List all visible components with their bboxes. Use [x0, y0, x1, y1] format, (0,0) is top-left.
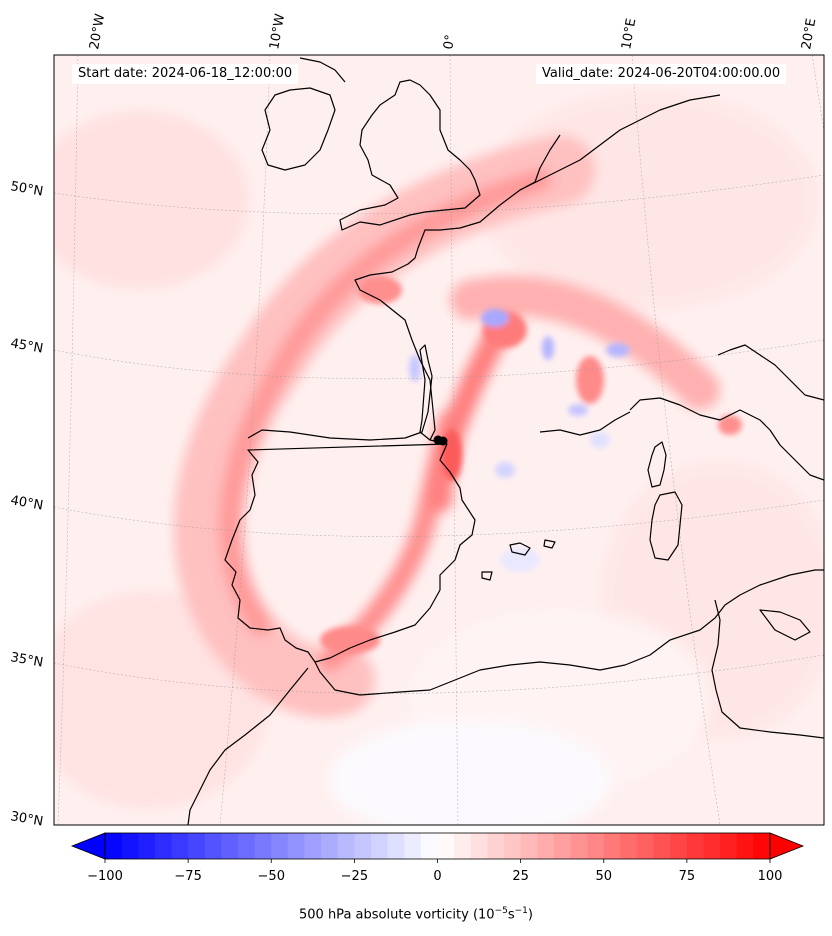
colorbar-segment — [171, 833, 189, 859]
colorbar-segment — [637, 833, 655, 859]
colorbar-segment — [238, 833, 256, 859]
lon-label-10e: 10°E — [619, 17, 639, 50]
colorbar-segment — [620, 833, 638, 859]
colorbar-segment — [404, 833, 422, 859]
colorbar-segment — [188, 833, 206, 859]
colorbar — [70, 832, 805, 863]
colorbar-segment — [603, 833, 621, 859]
colorbar-label-mid: s — [507, 907, 515, 923]
colorbar-segment — [271, 833, 289, 859]
colorbar-segment — [304, 833, 322, 859]
colorbar-segment — [653, 833, 671, 859]
colorbar-label-suffix: ) — [527, 907, 533, 923]
colorbar-segment — [337, 833, 355, 859]
colorbar-segment — [154, 833, 172, 859]
colorbar-segment — [520, 833, 538, 859]
lon-label-10w: 10°W — [267, 13, 288, 51]
colorbar-tick-label: 50 — [595, 869, 613, 884]
lat-label-40n: 40°N — [9, 493, 44, 513]
colorbar-segment — [387, 833, 405, 859]
start-date-label: Start date: 2024-06-18_12:00:00 — [72, 64, 299, 84]
map-frame — [53, 54, 825, 826]
colorbar-tick-label: 75 — [678, 869, 696, 884]
latitude-labels: 50°N 45°N 40°N 35°N 30°N — [9, 179, 44, 829]
colorbar-label-prefix: 500 hPa absolute vorticity (10 — [299, 907, 495, 923]
colorbar-tick-label: 100 — [757, 869, 783, 884]
colorbar-segment — [221, 833, 239, 859]
colorbar-tick-label: −25 — [340, 869, 369, 884]
colorbar-segment — [670, 833, 688, 859]
colorbar-segment — [420, 833, 438, 859]
colorbar-segment — [454, 833, 472, 859]
colorbar-segment — [138, 833, 156, 859]
colorbar-extend-min — [70, 832, 106, 860]
colorbar-segment — [487, 833, 505, 859]
lat-label-45n: 45°N — [9, 336, 44, 356]
lat-label-50n: 50°N — [9, 179, 44, 199]
lon-label-20w: 20°W — [87, 13, 108, 51]
colorbar-segment — [371, 833, 389, 859]
colorbar-segment — [553, 833, 571, 859]
colorbar-segment — [470, 833, 488, 859]
colorbar-segment — [204, 833, 222, 859]
colorbar-segment — [720, 833, 738, 859]
colorbar-tick-label: 0 — [433, 869, 442, 884]
colorbar-segment — [587, 833, 605, 859]
lat-label-30n: 30°N — [9, 809, 44, 829]
colorbar-tick-label: −50 — [257, 869, 285, 884]
colorbar-tick-label: −75 — [174, 869, 202, 884]
colorbar-label: 500 hPa absolute vorticity (10−5s−1) — [0, 906, 832, 922]
longitude-labels: 20°W 10°W 0° 10°E 20°E — [87, 13, 819, 51]
colorbar-segment — [105, 833, 123, 859]
colorbar-segment — [437, 833, 455, 859]
colorbar-segment — [703, 833, 721, 859]
colorbar-segment — [753, 833, 771, 859]
colorbar-label-exp2: −1 — [514, 906, 528, 916]
coastlines — [187, 57, 824, 825]
lon-label-20e: 20°E — [799, 17, 819, 50]
valid-date-label: Valid_date: 2024-06-20T04:00:00.00 — [536, 64, 787, 84]
colorbar-segment — [287, 833, 305, 859]
colorbar-tick-label: −100 — [87, 869, 123, 884]
lat-label-35n: 35°N — [9, 650, 44, 670]
colorbar-segment — [570, 833, 588, 859]
colorbar-segment — [321, 833, 339, 859]
colorbar-segment — [537, 833, 555, 859]
colorbar-segment — [254, 833, 272, 859]
vorticity-field — [54, 55, 824, 825]
colorbar-label-exp1: −5 — [494, 906, 508, 916]
colorbar-segment — [686, 833, 704, 859]
colorbar-segment — [736, 833, 754, 859]
colorbar-tick-label: 25 — [512, 869, 529, 884]
lon-label-0: 0° — [441, 34, 458, 51]
colorbar-segment — [121, 833, 139, 859]
colorbar-extend-max — [769, 832, 805, 860]
colorbar-segment — [504, 833, 522, 859]
graticule — [54, 55, 824, 825]
colorbar-segment — [354, 833, 372, 859]
location-marker — [433, 435, 448, 446]
